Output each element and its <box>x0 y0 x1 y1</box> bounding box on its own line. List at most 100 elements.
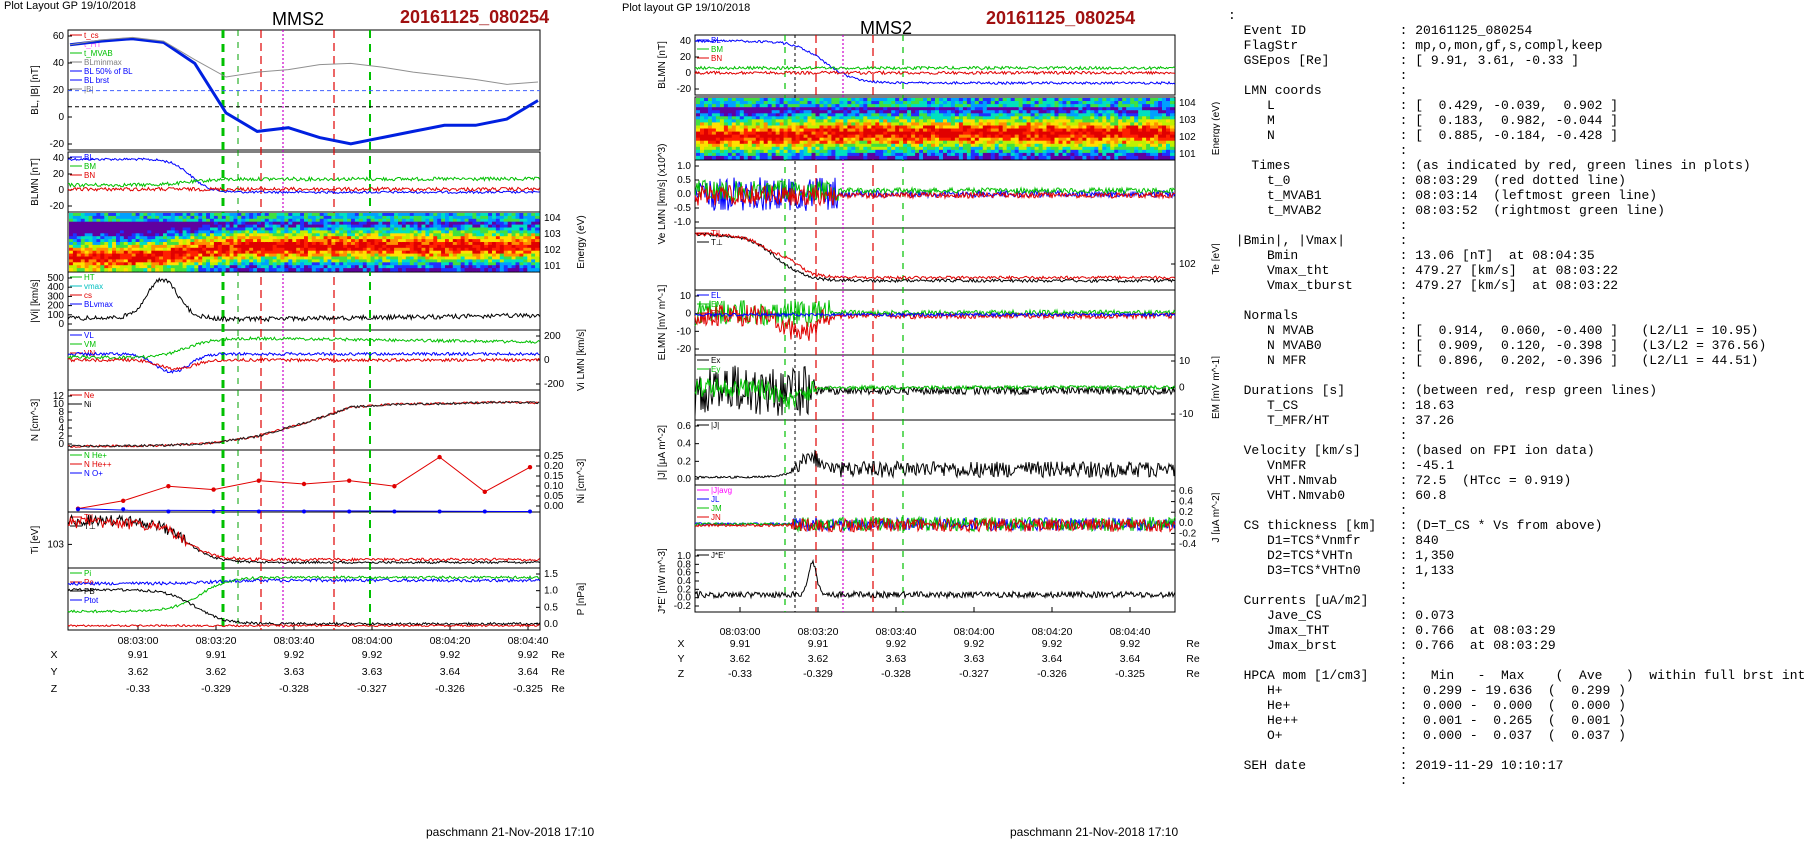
spectrogram-cell <box>1026 137 1032 142</box>
spectrogram-cell <box>919 113 924 117</box>
spectrogram-cell <box>831 113 836 117</box>
spectrogram-cell <box>503 224 509 229</box>
spectrogram-cell <box>151 236 156 240</box>
spectrogram-cell <box>696 149 701 154</box>
spectrogram-cell <box>123 227 129 231</box>
spectrogram-cell <box>1070 113 1075 117</box>
spectrogram-cell <box>1102 119 1107 123</box>
spectrogram-cell <box>217 213 223 217</box>
spectrogram-cell <box>1114 140 1119 145</box>
spectrogram-cell <box>799 113 805 117</box>
spectrogram-cell <box>92 230 97 234</box>
spectrogram-cell <box>939 134 944 139</box>
spectrogram-cell <box>292 230 297 234</box>
spectrogram-cell <box>347 236 352 240</box>
spectrogram-cell <box>260 224 266 229</box>
spectrogram-cell <box>711 143 717 148</box>
spectrogram-cell <box>429 230 434 234</box>
spectrogram-cell <box>323 218 329 223</box>
spectrogram-cell <box>143 224 148 229</box>
spectrogram-cell <box>405 247 411 252</box>
spectrogram-cell <box>151 215 156 220</box>
spectrogram-cell <box>939 113 944 117</box>
spectrogram-cell <box>245 230 250 234</box>
spectrogram-cell <box>378 250 383 255</box>
spectrogram-cell <box>370 227 376 231</box>
spectrogram-cell <box>284 233 289 237</box>
left-legend-entry: VL <box>84 331 94 340</box>
left-y-tick-label: 2 <box>58 431 64 442</box>
spectrogram-cell <box>108 227 113 231</box>
spectrogram-cell <box>182 227 188 231</box>
spectrogram-cell <box>819 134 825 139</box>
spectrogram-cell <box>911 125 916 130</box>
spectrogram-cell <box>237 221 242 226</box>
spectrogram-cell <box>779 116 785 120</box>
spectrogram-cell <box>69 256 74 260</box>
spectrogram-cell <box>700 128 705 133</box>
spectrogram-cell <box>460 215 466 220</box>
left-legend-entry: BL brst <box>84 76 110 85</box>
spectrogram-cell <box>452 262 458 266</box>
spectrogram-cell <box>819 125 825 130</box>
spectrogram-cell <box>143 218 148 223</box>
spectrogram-cell <box>919 128 924 133</box>
spectrogram-cell <box>779 128 785 133</box>
spectrogram-cell <box>735 143 741 148</box>
spectrogram-cell <box>700 137 705 142</box>
spectrogram-cell <box>264 221 270 226</box>
spectrogram-cell <box>527 253 532 258</box>
spectrogram-cell <box>480 213 485 217</box>
left-he-plus-plus-point <box>347 478 352 483</box>
spectrogram-cell <box>123 242 129 246</box>
spectrogram-cell <box>268 265 274 269</box>
spectrogram-cell <box>943 146 948 151</box>
spectrogram-cell <box>319 224 325 229</box>
spectrogram-cell <box>719 104 725 108</box>
spectrogram-cell <box>378 239 383 243</box>
spectrogram-cell <box>343 221 348 226</box>
spectrogram-cell <box>847 119 852 123</box>
spectrogram-cell <box>194 233 199 237</box>
spectrogram-cell <box>104 265 109 269</box>
spectrogram-cell <box>531 253 536 258</box>
spectrogram-cell <box>311 250 317 255</box>
spectrogram-cell <box>700 149 705 154</box>
spectrogram-cell <box>527 244 532 249</box>
spectrogram-cell <box>1078 125 1083 130</box>
spectrogram-cell <box>1082 140 1087 145</box>
spectrogram-cell <box>347 239 352 243</box>
spectrogram-cell <box>775 146 781 151</box>
spectrogram-cell <box>441 215 446 220</box>
spectrogram-cell <box>339 215 344 220</box>
spectrogram-cell <box>711 128 717 133</box>
spectrogram-cell <box>1050 125 1056 130</box>
spectrogram-cell <box>875 128 880 133</box>
spectrogram-cell <box>331 236 336 240</box>
spectrogram-cell <box>394 233 399 237</box>
spectrogram-cell <box>347 227 352 231</box>
spectrogram-cell <box>751 140 757 145</box>
spectrogram-cell <box>354 233 360 237</box>
spectrogram-cell <box>351 224 356 229</box>
spectrogram-cell <box>327 227 332 231</box>
spectrogram-cell <box>751 155 757 160</box>
spectrogram-cell <box>300 268 305 272</box>
spectrogram-cell <box>319 218 325 223</box>
spectrogram-cell <box>347 253 352 258</box>
spectrogram-cell <box>990 125 996 130</box>
spectrogram-cell <box>272 221 278 226</box>
spectrogram-cell <box>460 230 466 234</box>
spectrogram-cell <box>370 268 376 272</box>
spectrogram-cell <box>358 224 364 229</box>
spectrogram-cell <box>304 230 309 234</box>
spectrogram-cell <box>982 122 988 126</box>
spectrogram-cell <box>915 149 920 154</box>
spectrogram-cell <box>962 98 968 102</box>
spectrogram-cell <box>727 137 733 142</box>
spectrogram-cell <box>221 239 227 243</box>
spectrogram-cell <box>823 119 829 123</box>
spectrogram-cell <box>217 233 223 237</box>
spectrogram-cell <box>398 224 403 229</box>
spectrogram-cell <box>1058 107 1064 111</box>
